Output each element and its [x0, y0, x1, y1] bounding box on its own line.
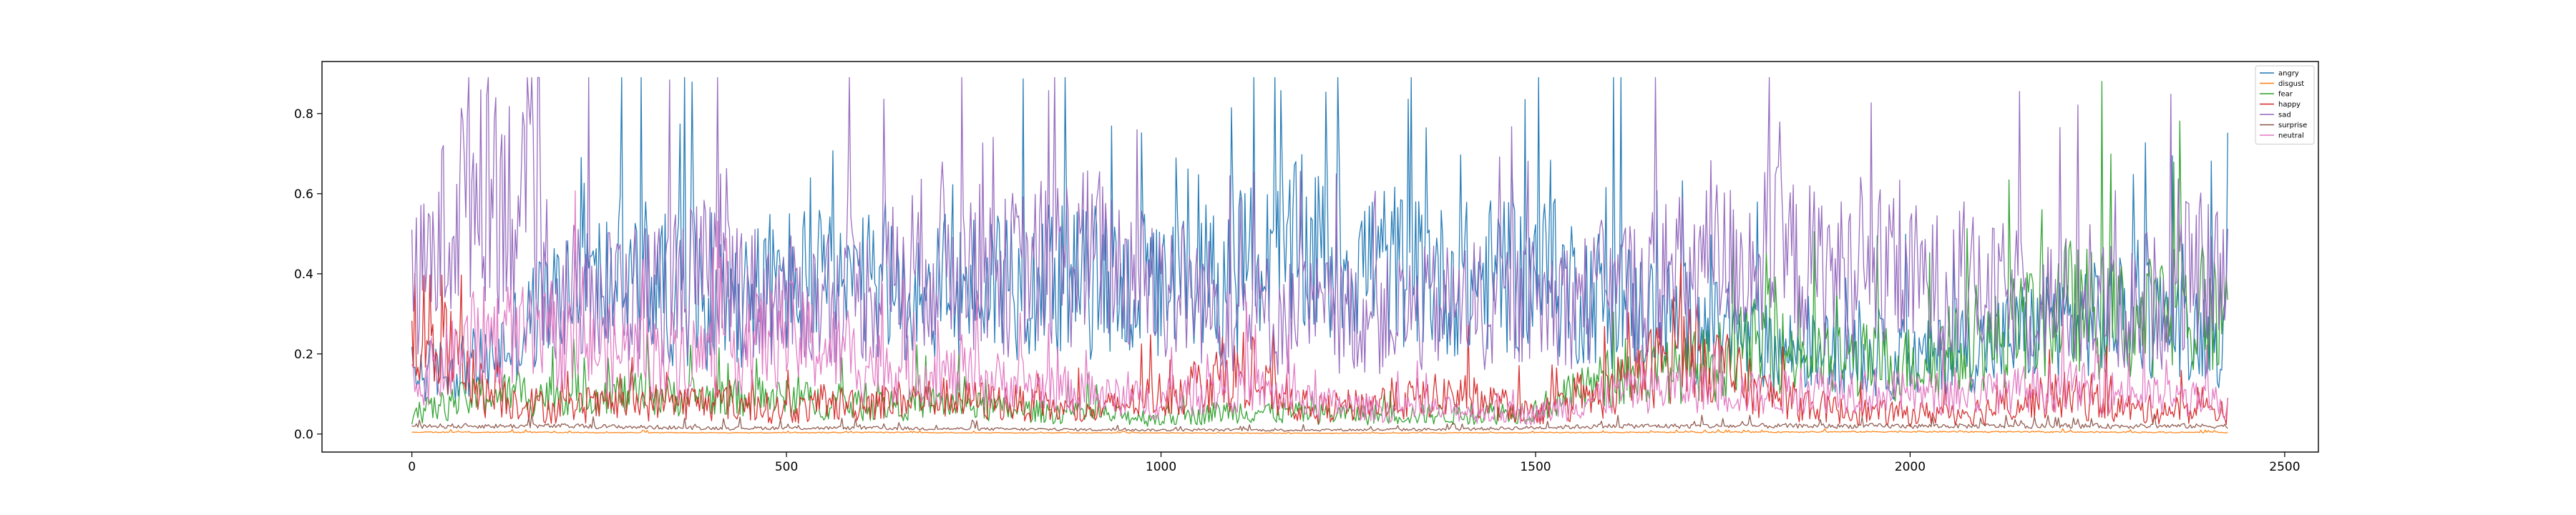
legend-label-surprise: surprise: [2278, 122, 2307, 129]
series-line-sad: [411, 77, 2228, 376]
x-tick-label: 500: [775, 460, 798, 474]
legend-label-neutral: neutral: [2278, 132, 2304, 140]
legend-label-disgust: disgust: [2278, 80, 2304, 88]
y-tick-label: 0.2: [294, 348, 313, 362]
series-line-happy: [411, 257, 2228, 428]
legend-label-sad: sad: [2278, 112, 2291, 119]
legend: angry disgust fear happy sad surprise neutral: [2255, 65, 2315, 144]
legend-label-happy: happy: [2278, 101, 2301, 109]
legend-label-fear: fear: [2278, 91, 2293, 99]
y-tick-label: 0.0: [294, 428, 313, 442]
plot-frame: [321, 61, 2319, 453]
x-tick-label: 1500: [1520, 460, 1551, 474]
legend-label-angry: angry: [2278, 70, 2299, 78]
x-axis: 0 500 1000 1500 2000 2500: [408, 452, 2301, 474]
y-tick-label: 0.6: [294, 187, 313, 202]
series-line-fear: [411, 81, 2228, 427]
series-line-neutral: [411, 190, 2228, 426]
x-tick-label: 1000: [1146, 460, 1176, 474]
y-tick-label: 0.4: [294, 268, 313, 282]
x-tick-label: 0: [408, 460, 416, 474]
series-layer: [411, 77, 2228, 434]
x-tick-label: 2000: [1895, 460, 1926, 474]
series-line-surprise: [411, 413, 2228, 432]
series-line-disgust: [411, 428, 2228, 434]
y-tick-label: 0.8: [294, 107, 313, 122]
x-tick-label: 2500: [2269, 460, 2300, 474]
y-axis: 0.0 0.2 0.4 0.6 0.8: [294, 107, 322, 442]
